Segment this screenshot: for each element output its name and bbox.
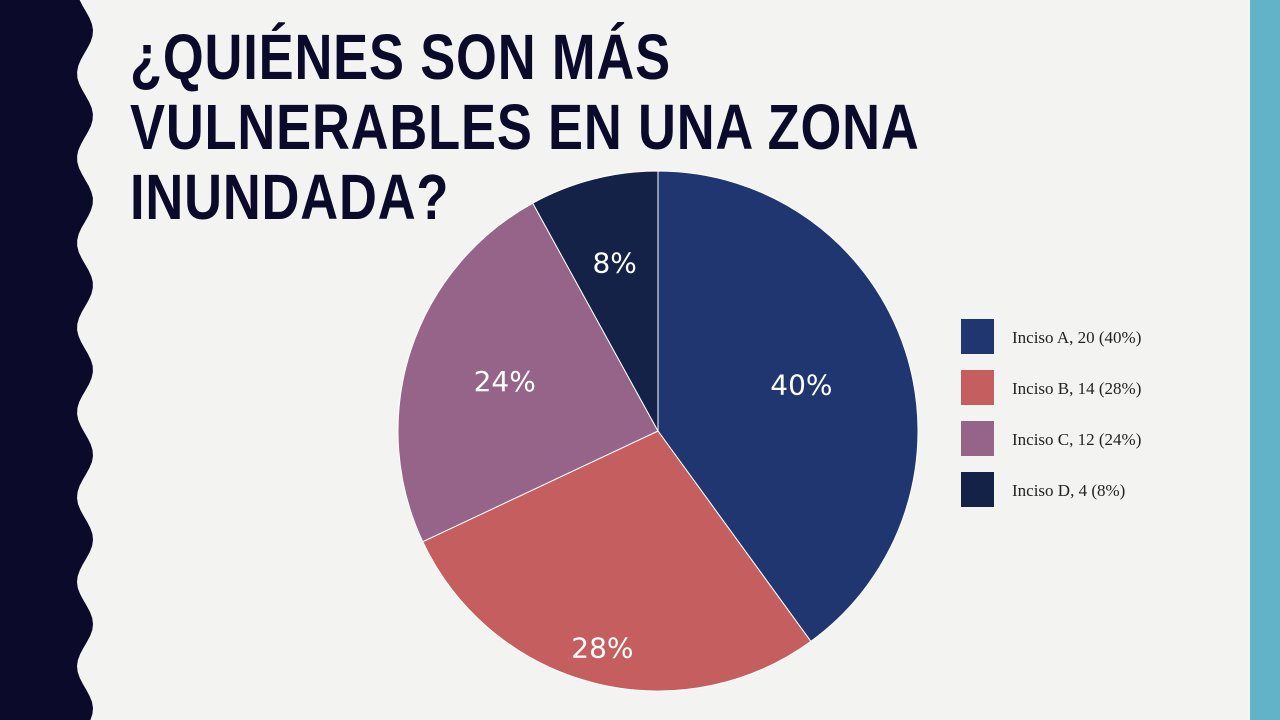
legend-swatch bbox=[961, 421, 994, 456]
legend-swatch bbox=[961, 319, 994, 354]
legend-swatch bbox=[961, 370, 994, 405]
legend-label: Inciso D, 4 (8%) bbox=[1012, 481, 1125, 500]
pie-data-label: 28% bbox=[571, 632, 633, 665]
legend-label: Inciso A, 20 (40%) bbox=[1012, 328, 1141, 347]
pie-slice-inciso-a bbox=[657, 170, 919, 643]
pie-slice-inciso-d bbox=[532, 170, 659, 432]
legend-swatch bbox=[961, 472, 994, 507]
pie-data-label: 8% bbox=[592, 246, 636, 279]
pie-slice-inciso-c bbox=[397, 202, 659, 543]
pie-data-label: 40% bbox=[770, 368, 832, 401]
legend-label: Inciso C, 12 (24%) bbox=[1012, 430, 1141, 449]
left-wavy-band bbox=[0, 0, 93, 720]
wavy-band-shape bbox=[0, 0, 93, 720]
pie-slice-inciso-b bbox=[422, 430, 812, 692]
slide-title: ¿Quiénes son más vulnerables en una zona… bbox=[130, 21, 918, 233]
chart-legend: Inciso A, 20 (40%) Inciso B, 14 (28%) Inci… bbox=[961, 319, 1141, 507]
pie-slices bbox=[397, 170, 919, 692]
pie-data-label: 24% bbox=[474, 365, 536, 398]
right-accent-stripe bbox=[1250, 0, 1280, 720]
legend-label: Inciso B, 14 (28%) bbox=[1012, 379, 1141, 398]
pie-data-labels: 40% 28% 24% 8% bbox=[474, 246, 833, 664]
